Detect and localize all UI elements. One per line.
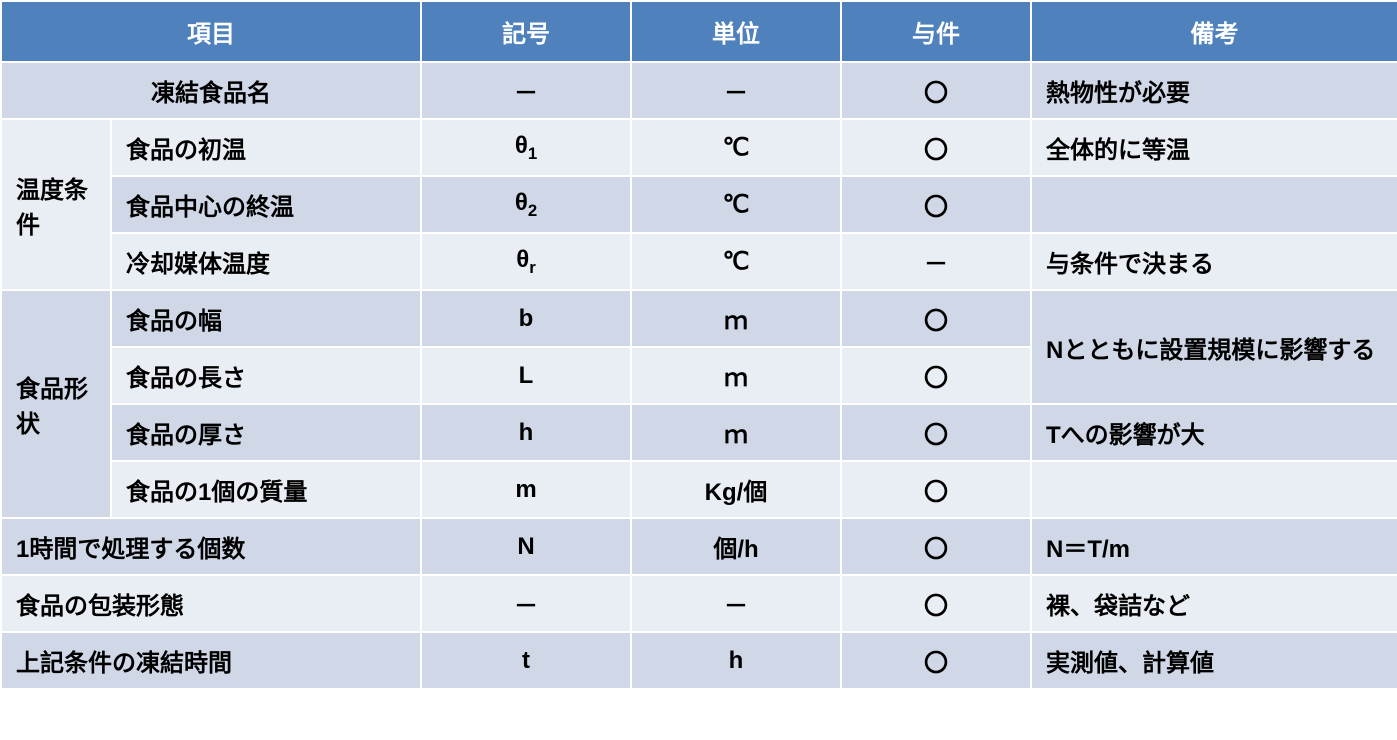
cell-item: 食品の包装形態 (1, 575, 421, 632)
table-header-row: 項目 記号 単位 与件 備考 (1, 1, 1397, 62)
header-symbol: 記号 (421, 1, 631, 62)
header-item: 項目 (1, 1, 421, 62)
cell-item: 冷却媒体温度 (111, 233, 421, 290)
cell-unit: 個/h (631, 518, 841, 575)
cell-item: 1時間で処理する個数 (1, 518, 421, 575)
cell-item: 食品の1個の質量 (111, 461, 421, 518)
cell-cond: 〇 (841, 290, 1031, 347)
cell-symbol: θ2 (421, 176, 631, 233)
cell-cond: 〇 (841, 62, 1031, 119)
table-row: 食品の包装形態 － － 〇 裸、袋詰など (1, 575, 1397, 632)
cell-unit: h (631, 632, 841, 689)
cell-note: 裸、袋詰など (1031, 575, 1397, 632)
cell-note: Nとともに設置規模に影響する (1031, 290, 1397, 404)
cell-symbol: L (421, 347, 631, 404)
cell-symbol: θ1 (421, 119, 631, 176)
cell-cond: － (841, 233, 1031, 290)
cell-unit: － (631, 62, 841, 119)
cell-cond: 〇 (841, 632, 1031, 689)
cell-note: Tへの影響が大 (1031, 404, 1397, 461)
cell-symbol: － (421, 62, 631, 119)
cell-cond: 〇 (841, 461, 1031, 518)
table-row: 1時間で処理する個数 N 個/h 〇 N＝T/m (1, 518, 1397, 575)
cell-symbol: t (421, 632, 631, 689)
cell-item: 凍結食品名 (1, 62, 421, 119)
table-row: 食品の1個の質量 m Kg/個 〇 (1, 461, 1397, 518)
cell-cond: 〇 (841, 176, 1031, 233)
cell-unit: ℃ (631, 233, 841, 290)
table-row: 冷却媒体温度 θr ℃ － 与条件で決まる (1, 233, 1397, 290)
cell-note: N＝T/m (1031, 518, 1397, 575)
cell-symbol: θr (421, 233, 631, 290)
cell-item: 食品中心の終温 (111, 176, 421, 233)
cell-cond: 〇 (841, 404, 1031, 461)
cell-symbol: － (421, 575, 631, 632)
cell-note: 全体的に等温 (1031, 119, 1397, 176)
cell-unit: － (631, 575, 841, 632)
cell-note (1031, 461, 1397, 518)
cell-note: 実測値、計算値 (1031, 632, 1397, 689)
cell-unit: ｍ (631, 290, 841, 347)
header-note: 備考 (1031, 1, 1397, 62)
cell-cond: 〇 (841, 347, 1031, 404)
cell-note: 与条件で決まる (1031, 233, 1397, 290)
cell-symbol: b (421, 290, 631, 347)
cell-symbol: h (421, 404, 631, 461)
cell-unit: ｍ (631, 347, 841, 404)
cell-item: 上記条件の凍結時間 (1, 632, 421, 689)
cell-symbol: N (421, 518, 631, 575)
cell-cond: 〇 (841, 575, 1031, 632)
cell-note (1031, 176, 1397, 233)
cell-cond: 〇 (841, 119, 1031, 176)
header-cond: 与件 (841, 1, 1031, 62)
cell-item: 食品の長さ (111, 347, 421, 404)
cell-item: 食品の厚さ (111, 404, 421, 461)
table-row: 食品の厚さ h ｍ 〇 Tへの影響が大 (1, 404, 1397, 461)
cell-unit: ℃ (631, 119, 841, 176)
table-row: 食品形状 食品の幅 b ｍ 〇 Nとともに設置規模に影響する (1, 290, 1397, 347)
table-row: 上記条件の凍結時間 t h 〇 実測値、計算値 (1, 632, 1397, 689)
table-row: 温度条件 食品の初温 θ1 ℃ 〇 全体的に等温 (1, 119, 1397, 176)
cell-cond: 〇 (841, 518, 1031, 575)
cell-unit: Kg/個 (631, 461, 841, 518)
cell-symbol: m (421, 461, 631, 518)
cell-item: 食品の幅 (111, 290, 421, 347)
cell-unit: ℃ (631, 176, 841, 233)
group-shape: 食品形状 (1, 290, 111, 518)
header-unit: 単位 (631, 1, 841, 62)
freezing-conditions-table: 項目 記号 単位 与件 備考 凍結食品名 － － 〇 熱物性が必要 温度条件 食… (0, 0, 1397, 690)
table-row: 食品中心の終温 θ2 ℃ 〇 (1, 176, 1397, 233)
cell-item: 食品の初温 (111, 119, 421, 176)
table-row: 凍結食品名 － － 〇 熱物性が必要 (1, 62, 1397, 119)
cell-unit: ｍ (631, 404, 841, 461)
group-temperature: 温度条件 (1, 119, 111, 290)
cell-note: 熱物性が必要 (1031, 62, 1397, 119)
